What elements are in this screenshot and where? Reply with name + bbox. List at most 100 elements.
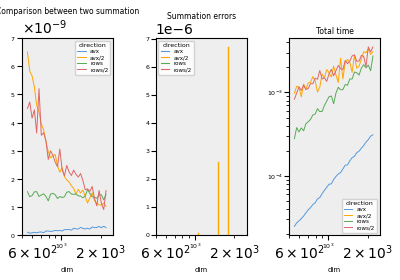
avx <box>92 226 97 229</box>
rows <box>80 196 85 199</box>
avx/2 <box>60 166 64 169</box>
rows <box>83 194 88 198</box>
rows <box>343 83 348 86</box>
avx/2 <box>41 128 46 131</box>
rows <box>329 94 334 98</box>
avx/2 <box>322 76 327 80</box>
rows/2 <box>80 179 85 182</box>
avx/2 <box>352 54 357 57</box>
rows <box>74 192 78 196</box>
rows <box>348 77 352 81</box>
rows/2 <box>322 76 327 80</box>
avx/2 <box>338 57 343 60</box>
rows <box>39 193 44 197</box>
rows/2 <box>27 100 32 104</box>
avx/2 <box>361 50 366 53</box>
avx/2 <box>37 110 42 113</box>
rows <box>292 137 297 140</box>
rows <box>368 69 373 73</box>
rows/2 <box>41 131 46 134</box>
avx <box>53 229 58 232</box>
avx/2 <box>301 82 306 86</box>
avx <box>308 206 313 209</box>
avx <box>85 227 90 230</box>
avx/2 <box>30 74 34 78</box>
Line: rows/2: rows/2 <box>294 47 373 99</box>
rows/2 <box>46 158 51 161</box>
rows <box>304 122 308 125</box>
avx <box>315 197 320 200</box>
rows/2 <box>99 202 104 205</box>
avx <box>55 229 60 232</box>
rows/2 <box>85 187 90 190</box>
rows <box>60 196 64 199</box>
rows <box>315 107 320 110</box>
rows/2 <box>334 69 338 72</box>
avx/2 <box>294 85 299 88</box>
rows/2 <box>83 188 88 192</box>
avx/2 <box>345 58 350 61</box>
X-axis label: dim: dim <box>328 267 341 273</box>
avx <box>329 182 334 186</box>
avx/2 <box>354 66 359 70</box>
avx/2 <box>359 57 364 60</box>
rows <box>62 195 67 199</box>
avx <box>88 227 92 231</box>
avx/2 <box>90 191 94 194</box>
avx <box>67 228 72 231</box>
rows/2 <box>48 149 53 153</box>
avx/2 <box>334 73 338 77</box>
rows <box>71 193 76 196</box>
rows <box>350 77 354 81</box>
avx/2 <box>71 187 76 190</box>
avx/2 <box>364 51 368 55</box>
avx/2 <box>27 69 32 73</box>
rows/2 <box>338 67 343 70</box>
rows <box>336 86 341 89</box>
rows/2 <box>315 78 320 81</box>
avx/2 <box>350 71 354 74</box>
rows <box>366 63 371 67</box>
rows <box>324 99 329 103</box>
rows/2 <box>78 172 83 175</box>
avx <box>30 231 34 234</box>
rows <box>46 199 51 203</box>
rows <box>53 193 58 196</box>
avx <box>301 214 306 218</box>
rows <box>92 195 97 199</box>
avx/2 <box>97 203 102 207</box>
rows <box>327 95 332 99</box>
rows <box>294 126 299 129</box>
avx/2 <box>336 81 341 84</box>
rows/2 <box>331 74 336 78</box>
avx/2 <box>83 195 88 198</box>
rows/2 <box>39 134 44 137</box>
avx/2 <box>327 71 332 74</box>
avx <box>322 189 327 192</box>
avx <box>34 231 39 234</box>
rows/2 <box>104 189 108 192</box>
Title: Comparison between two summation: Comparison between two summation <box>0 7 139 16</box>
rows <box>50 192 55 195</box>
avx/2 <box>44 140 48 143</box>
rows/2 <box>313 77 318 80</box>
avx/2 <box>306 81 311 85</box>
avx <box>340 167 345 171</box>
avx <box>368 134 373 138</box>
rows/2 <box>92 197 97 200</box>
avx <box>46 229 51 233</box>
rows <box>104 193 108 196</box>
rows <box>370 54 375 58</box>
avx/2 <box>94 201 99 205</box>
rows/2 <box>55 165 60 168</box>
Legend: avx, avx/2, rows, rows/2: avx, avx/2, rows, rows/2 <box>342 199 378 233</box>
avx <box>366 138 371 141</box>
X-axis label: dim: dim <box>61 267 74 273</box>
avx/2 <box>55 164 60 167</box>
rows/2 <box>308 82 313 85</box>
avx/2 <box>329 76 334 79</box>
rows/2 <box>25 107 30 110</box>
rows <box>99 193 104 197</box>
rows <box>354 71 359 74</box>
avx <box>306 208 311 212</box>
